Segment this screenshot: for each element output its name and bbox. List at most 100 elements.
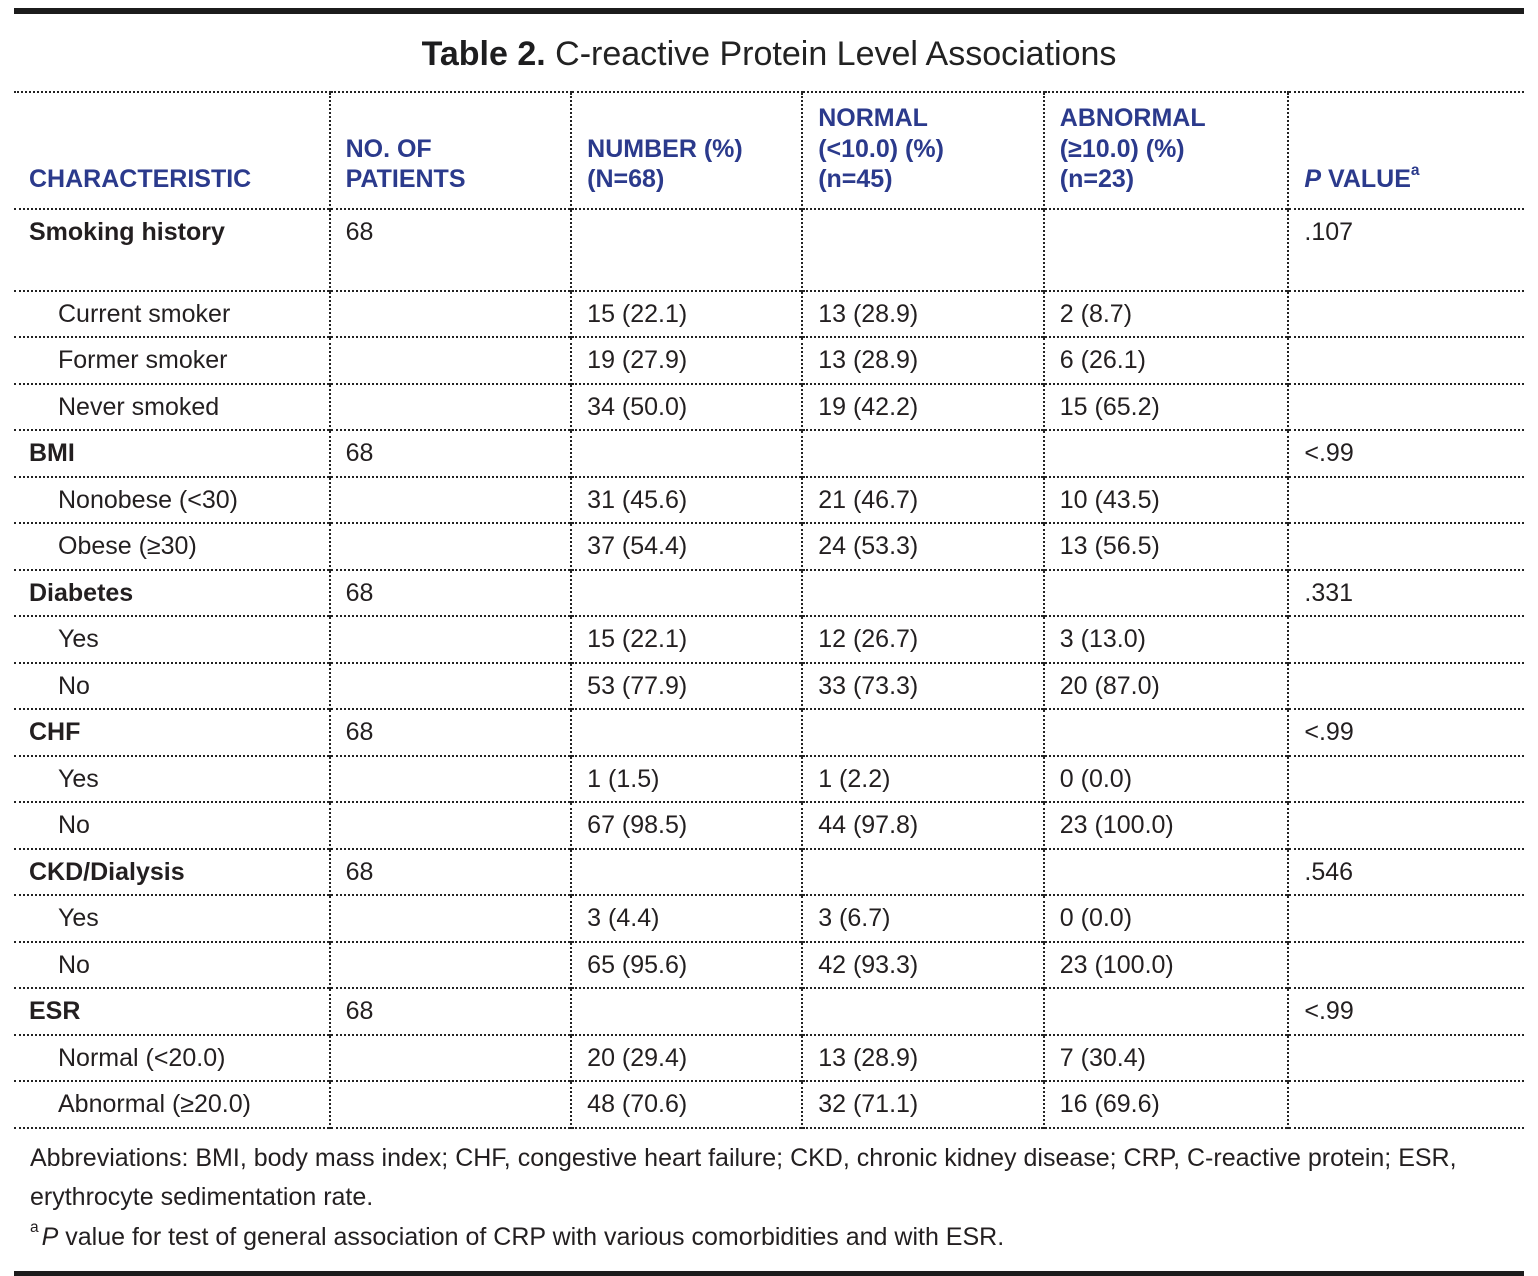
- cell-p: [1287, 336, 1524, 384]
- cell-p: <.99: [1287, 708, 1524, 756]
- cell-number: [570, 568, 803, 616]
- row-label: Nonobese (<30): [14, 475, 330, 523]
- cell-patients: 68: [328, 847, 572, 895]
- cell-p: [1287, 661, 1524, 709]
- cell-abnormal: 15 (65.2): [1042, 382, 1289, 430]
- table-row: Abnormal (≥20.0) 48 (70.6) 32 (71.1) 16 (69…: [14, 1080, 1524, 1128]
- table-row: Nonobese (<30) 31 (45.6) 21 (46.7) 10 (43.5…: [14, 475, 1524, 523]
- cell-p: [1287, 894, 1524, 942]
- cell-p: [1287, 615, 1524, 663]
- cell-normal: 1 (2.2): [801, 754, 1044, 802]
- cell-number: [570, 987, 803, 1035]
- cell-normal: [801, 847, 1044, 895]
- table-row: Normal (<20.0) 20 (29.4) 13 (28.9) 7 (30.4): [14, 1033, 1524, 1081]
- row-label: Yes: [14, 754, 330, 802]
- cell-p: [1287, 1033, 1524, 1081]
- table-row: Diabetes 68 .331: [14, 568, 1524, 616]
- cell-p: .107: [1287, 207, 1524, 291]
- cell-abnormal: 6 (26.1): [1042, 336, 1289, 384]
- footnote-italic-p: P: [41, 1222, 59, 1251]
- cell-patients: [328, 801, 572, 849]
- row-label: Normal (<20.0): [14, 1033, 330, 1081]
- cell-p: [1287, 801, 1524, 849]
- table-title-prefix: Table 2.: [421, 35, 546, 73]
- cell-normal: 13 (28.9): [801, 289, 1044, 337]
- cell-abnormal: 10 (43.5): [1042, 475, 1289, 523]
- cell-abnormal: 3 (13.0): [1042, 615, 1289, 663]
- cell-patients: [328, 289, 572, 337]
- table-row: Yes 3 (4.4) 3 (6.7) 0 (0.0): [14, 894, 1524, 942]
- table-row: No 65 (95.6) 42 (93.3) 23 (100.0): [14, 940, 1524, 988]
- cell-p: [1287, 522, 1524, 570]
- cell-abnormal: 13 (56.5): [1042, 522, 1289, 570]
- crp-associations-table: CHARACTERISTIC NO. OF PATIENTS NUMBER (%…: [14, 91, 1524, 1271]
- cell-patients: 68: [328, 429, 572, 477]
- row-label: ESR: [14, 987, 330, 1035]
- footnote-text: value for test of general association of…: [58, 1222, 1005, 1251]
- header-normal: NORMAL (<10.0) (%) (n=45): [801, 91, 1044, 209]
- table-row: CHF 68 <.99: [14, 708, 1524, 756]
- p-value-superscript: a: [1410, 162, 1420, 179]
- cell-number: 34 (50.0): [570, 382, 803, 430]
- cell-number: 65 (95.6): [570, 940, 803, 988]
- row-label: Never smoked: [14, 382, 330, 430]
- cell-normal: 24 (53.3): [801, 522, 1044, 570]
- header-row: CHARACTERISTIC NO. OF PATIENTS NUMBER (%…: [14, 91, 1524, 209]
- row-label: Yes: [14, 894, 330, 942]
- table-row: CKD/Dialysis 68 .546: [14, 847, 1524, 895]
- header-number: NUMBER (%) (N=68): [570, 91, 803, 209]
- cell-abnormal: 23 (100.0): [1042, 801, 1289, 849]
- table-row: Former smoker 19 (27.9) 13 (28.9) 6 (26.1): [14, 336, 1524, 384]
- cell-number: 19 (27.9): [570, 336, 803, 384]
- cell-abnormal: [1042, 847, 1289, 895]
- cell-normal: 32 (71.1): [801, 1080, 1044, 1128]
- cell-abnormal: 23 (100.0): [1042, 940, 1289, 988]
- table-row: Current smoker 15 (22.1) 13 (28.9) 2 (8.7): [14, 289, 1524, 337]
- cell-normal: [801, 708, 1044, 756]
- cell-abnormal: 20 (87.0): [1042, 661, 1289, 709]
- row-label: CHF: [14, 708, 330, 756]
- cell-p: [1287, 1080, 1524, 1128]
- cell-p: [1287, 289, 1524, 337]
- cell-number: [570, 429, 803, 477]
- cell-abnormal: [1042, 987, 1289, 1035]
- top-rule: [14, 8, 1524, 14]
- table-body: Smoking history 68.107 Current smoker 15 (2…: [14, 207, 1524, 1128]
- cell-abnormal: [1042, 708, 1289, 756]
- cell-abnormal: 0 (0.0): [1042, 894, 1289, 942]
- header-no-of-patients: NO. OF PATIENTS: [328, 91, 572, 209]
- row-label: Former smoker: [14, 336, 330, 384]
- header-characteristic: CHARACTERISTIC: [14, 91, 330, 209]
- cell-normal: 3 (6.7): [801, 894, 1044, 942]
- cell-p: <.99: [1287, 429, 1524, 477]
- cell-normal: [801, 987, 1044, 1035]
- cell-normal: 44 (97.8): [801, 801, 1044, 849]
- table-row: BMI 68 <.99: [14, 429, 1524, 477]
- table-title: Table 2. C-reactive Protein Level Associ…: [14, 35, 1524, 74]
- cell-p: <.99: [1287, 987, 1524, 1035]
- cell-number: 1 (1.5): [570, 754, 803, 802]
- cell-patients: [328, 522, 572, 570]
- cell-abnormal: 16 (69.6): [1042, 1080, 1289, 1128]
- row-label: No: [14, 940, 330, 988]
- cell-number: [570, 847, 803, 895]
- cell-abnormal: 7 (30.4): [1042, 1033, 1289, 1081]
- row-label: No: [14, 801, 330, 849]
- cell-normal: 21 (46.7): [801, 475, 1044, 523]
- cell-abnormal: 2 (8.7): [1042, 289, 1289, 337]
- footnote-cell: Abbreviations: BMI, body mass index; CHF…: [14, 1126, 1524, 1271]
- table-row: Never smoked 34 (50.0) 19 (42.2) 15 (65.2): [14, 382, 1524, 430]
- cell-number: 53 (77.9): [570, 661, 803, 709]
- p-value-italic-p: P: [1304, 165, 1322, 193]
- row-label: Yes: [14, 615, 330, 663]
- cell-patients: [328, 1080, 572, 1128]
- table-row: No 67 (98.5) 44 (97.8) 23 (100.0): [14, 801, 1524, 849]
- cell-patients: [328, 382, 572, 430]
- cell-normal: 33 (73.3): [801, 661, 1044, 709]
- row-label: No: [14, 661, 330, 709]
- row-label: Abnormal (≥20.0): [14, 1080, 330, 1128]
- table-row: Yes 15 (22.1) 12 (26.7) 3 (13.0): [14, 615, 1524, 663]
- cell-patients: 68: [328, 568, 572, 616]
- table-row: ESR 68 <.99: [14, 987, 1524, 1035]
- cell-number: 3 (4.4): [570, 894, 803, 942]
